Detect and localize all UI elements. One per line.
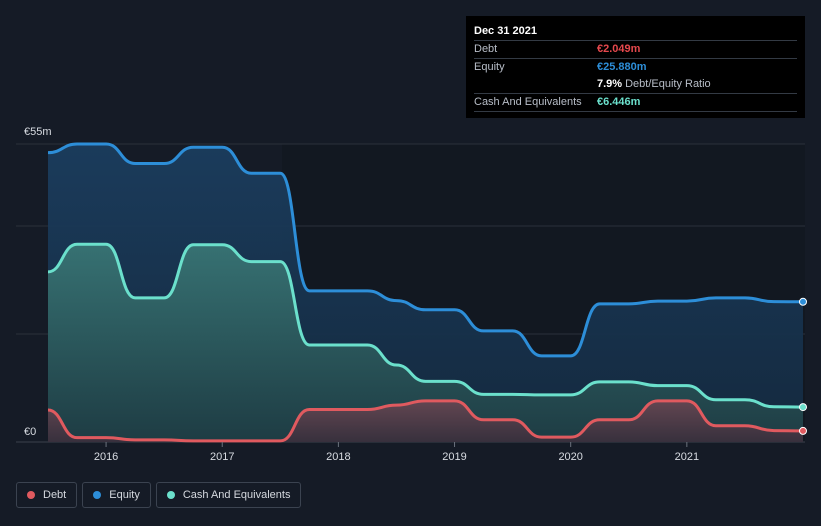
tooltip-cash-row: Cash And Equivalents €6.446m <box>474 93 797 111</box>
legend-label-cash: Cash And Equivalents <box>182 489 291 501</box>
x-tick-label-2016: 2016 <box>94 451 118 463</box>
legend-dot-cash <box>166 491 175 499</box>
x-tick-label-2017: 2017 <box>210 451 234 463</box>
tooltip-cash-label: Cash And Equivalents <box>474 96 582 108</box>
series-lines <box>47 142 804 443</box>
legend-label-equity: Equity <box>109 489 140 501</box>
equity-line <box>47 142 804 358</box>
legend-dot-debt <box>27 491 35 499</box>
legend-dot-equity <box>93 491 102 499</box>
equity-end-marker[interactable] <box>799 297 807 306</box>
x-axis-ticks: 2016 2017 2018 2019 2020 2021 <box>94 442 699 463</box>
tooltip-debt-row: Debt €2.049m <box>474 40 797 58</box>
tooltip-cash-value: €6.446m <box>597 96 641 108</box>
tooltip-equity-row: Equity €25.880m <box>474 58 797 76</box>
series-end-markers <box>799 297 807 435</box>
legend-item-debt[interactable]: Debt <box>16 482 78 508</box>
x-tick-label-2020: 2020 <box>558 451 582 463</box>
x-tick-label-2018: 2018 <box>326 451 350 463</box>
tooltip-ratio-label: Debt/Equity Ratio <box>625 78 711 90</box>
tooltip-debt-value: €2.049m <box>597 43 641 55</box>
tooltip-equity-label: Equity <box>474 61 505 73</box>
legend-label-debt: Debt <box>43 489 67 501</box>
cash-line <box>47 242 804 409</box>
tooltip-equity-value: €25.880m <box>597 61 647 73</box>
legend-item-cash[interactable]: Cash And Equivalents <box>155 482 302 508</box>
legend-item-equity[interactable]: Equity <box>82 482 151 508</box>
tooltip-ratio-row: 7.9% Debt/Equity Ratio <box>474 76 797 93</box>
debt-line <box>47 399 804 443</box>
y-axis-max-label: €55m <box>24 126 52 138</box>
tooltip-ratio-value: 7.9% <box>597 78 623 90</box>
data-tooltip: Dec 31 2021 Debt €2.049m Equity €25.880m… <box>466 16 805 118</box>
y-axis-min-label: €0 <box>24 426 36 438</box>
x-tick-label-2019: 2019 <box>442 451 466 463</box>
chart-legend: Debt Equity Cash And Equivalents <box>16 482 302 508</box>
tooltip-date: Dec 31 2021 <box>474 25 537 37</box>
series-areas <box>48 144 803 442</box>
cash-area <box>48 244 803 442</box>
debt-area <box>48 400 803 442</box>
x-tick-label-2021: 2021 <box>675 451 699 463</box>
debt-end-marker[interactable] <box>799 426 807 435</box>
cash-end-marker[interactable] <box>799 403 807 412</box>
tooltip-debt-label: Debt <box>474 43 498 55</box>
